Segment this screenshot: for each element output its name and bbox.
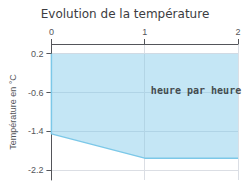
svg-text:2: 2 <box>235 27 240 37</box>
svg-text:Evolution de la température: Evolution de la température <box>41 7 210 21</box>
svg-text:-1.4: -1.4 <box>28 126 44 136</box>
svg-text:-0.6: -0.6 <box>28 88 44 98</box>
svg-text:Température en °C: Température en °C <box>8 74 18 150</box>
svg-text:1: 1 <box>142 27 147 37</box>
svg-text:0.2: 0.2 <box>31 49 44 59</box>
svg-text:heure par heure: heure par heure <box>151 85 241 96</box>
svg-text:-2.2: -2.2 <box>28 165 44 175</box>
svg-text:0: 0 <box>49 27 54 37</box>
